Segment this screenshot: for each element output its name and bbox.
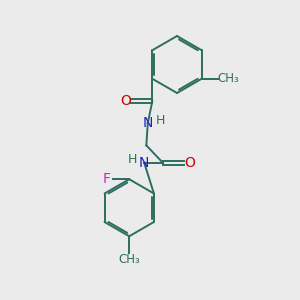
Text: O: O [184,156,195,170]
Text: H: H [156,114,165,127]
Text: CH₃: CH₃ [118,253,140,266]
Text: N: N [139,156,149,170]
Text: N: N [142,116,153,130]
Text: H: H [128,153,137,166]
Text: F: F [103,172,111,186]
Text: CH₃: CH₃ [217,72,239,85]
Text: O: O [120,94,131,108]
